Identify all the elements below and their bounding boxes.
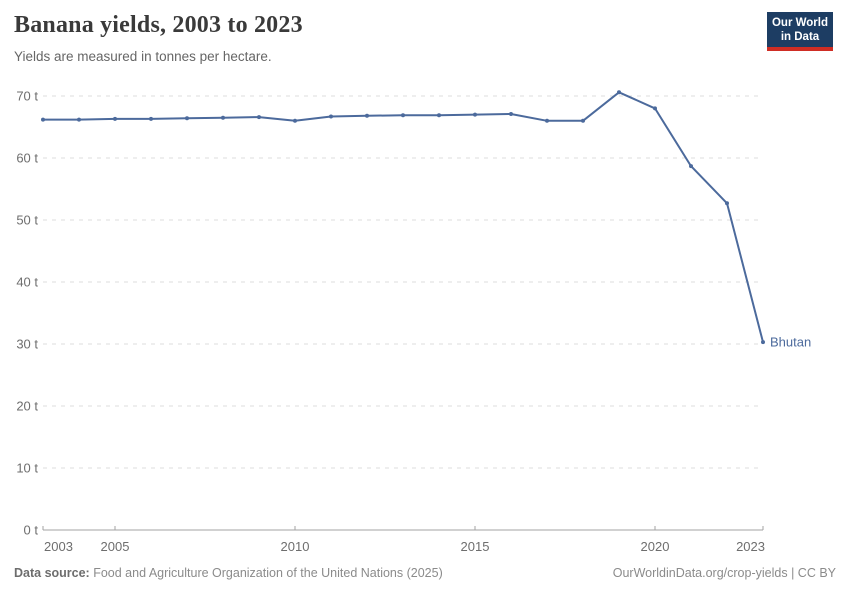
chart-footer: Data source: Food and Agriculture Organi… <box>14 566 836 580</box>
data-point[interactable] <box>149 116 153 121</box>
data-point[interactable] <box>293 118 297 123</box>
footer-attribution: OurWorldinData.org/crop-yields | CC BY <box>613 566 836 580</box>
data-point[interactable] <box>725 201 729 206</box>
data-point[interactable] <box>689 164 693 169</box>
x-tick-label: 2023 <box>736 539 765 554</box>
y-tick-label: 20 t <box>16 399 38 414</box>
data-point[interactable] <box>473 112 477 117</box>
data-point[interactable] <box>761 340 765 345</box>
owid-logo-line1: Our World <box>771 17 828 29</box>
owid-logo[interactable]: Our World in Data <box>767 12 833 51</box>
chart-subtitle: Yields are measured in tonnes per hectar… <box>14 49 272 64</box>
data-source: Data source: Food and Agriculture Organi… <box>14 566 443 580</box>
x-tick-label: 2015 <box>461 539 490 554</box>
y-tick-label: 0 t <box>24 523 39 538</box>
chart-url-link[interactable]: OurWorldinData.org/crop-yields <box>612 566 788 580</box>
x-tick-label: 2005 <box>101 539 130 554</box>
data-point[interactable] <box>365 113 369 118</box>
data-point[interactable] <box>653 106 657 111</box>
owid-logo-red-strip <box>767 47 833 51</box>
data-point[interactable] <box>581 118 585 123</box>
x-tick-label: 2020 <box>641 539 670 554</box>
data-point[interactable] <box>509 112 513 116</box>
y-tick-label: 30 t <box>16 337 38 352</box>
data-point[interactable] <box>257 115 261 120</box>
owid-logo-line2: in Data <box>780 31 820 43</box>
data-point[interactable] <box>329 114 333 119</box>
x-tick-label: 2003 <box>44 539 73 554</box>
data-point[interactable] <box>437 113 441 118</box>
data-point[interactable] <box>185 116 189 121</box>
y-tick-label: 40 t <box>16 275 38 290</box>
data-point[interactable] <box>401 113 405 118</box>
y-tick-label: 70 t <box>16 89 38 104</box>
entity-label[interactable]: Bhutan <box>770 335 811 350</box>
data-point[interactable] <box>617 90 621 95</box>
data-point[interactable] <box>41 117 45 122</box>
x-tick-label: 2010 <box>281 539 310 554</box>
data-source-label: Data source: <box>14 566 90 580</box>
y-tick-label: 60 t <box>16 151 38 166</box>
page-title: Banana yields, 2003 to 2023 <box>14 12 303 38</box>
data-point[interactable] <box>545 118 549 123</box>
y-tick-label: 50 t <box>16 213 38 228</box>
footer-separator: | <box>791 566 795 580</box>
license-label: CC BY <box>797 566 836 580</box>
data-line[interactable] <box>42 91 764 344</box>
y-tick-label: 10 t <box>16 461 38 476</box>
data-point[interactable] <box>221 115 225 120</box>
data-point[interactable] <box>77 117 81 122</box>
data-point[interactable] <box>113 116 117 121</box>
data-source-text: Food and Agriculture Organization of the… <box>93 566 443 580</box>
